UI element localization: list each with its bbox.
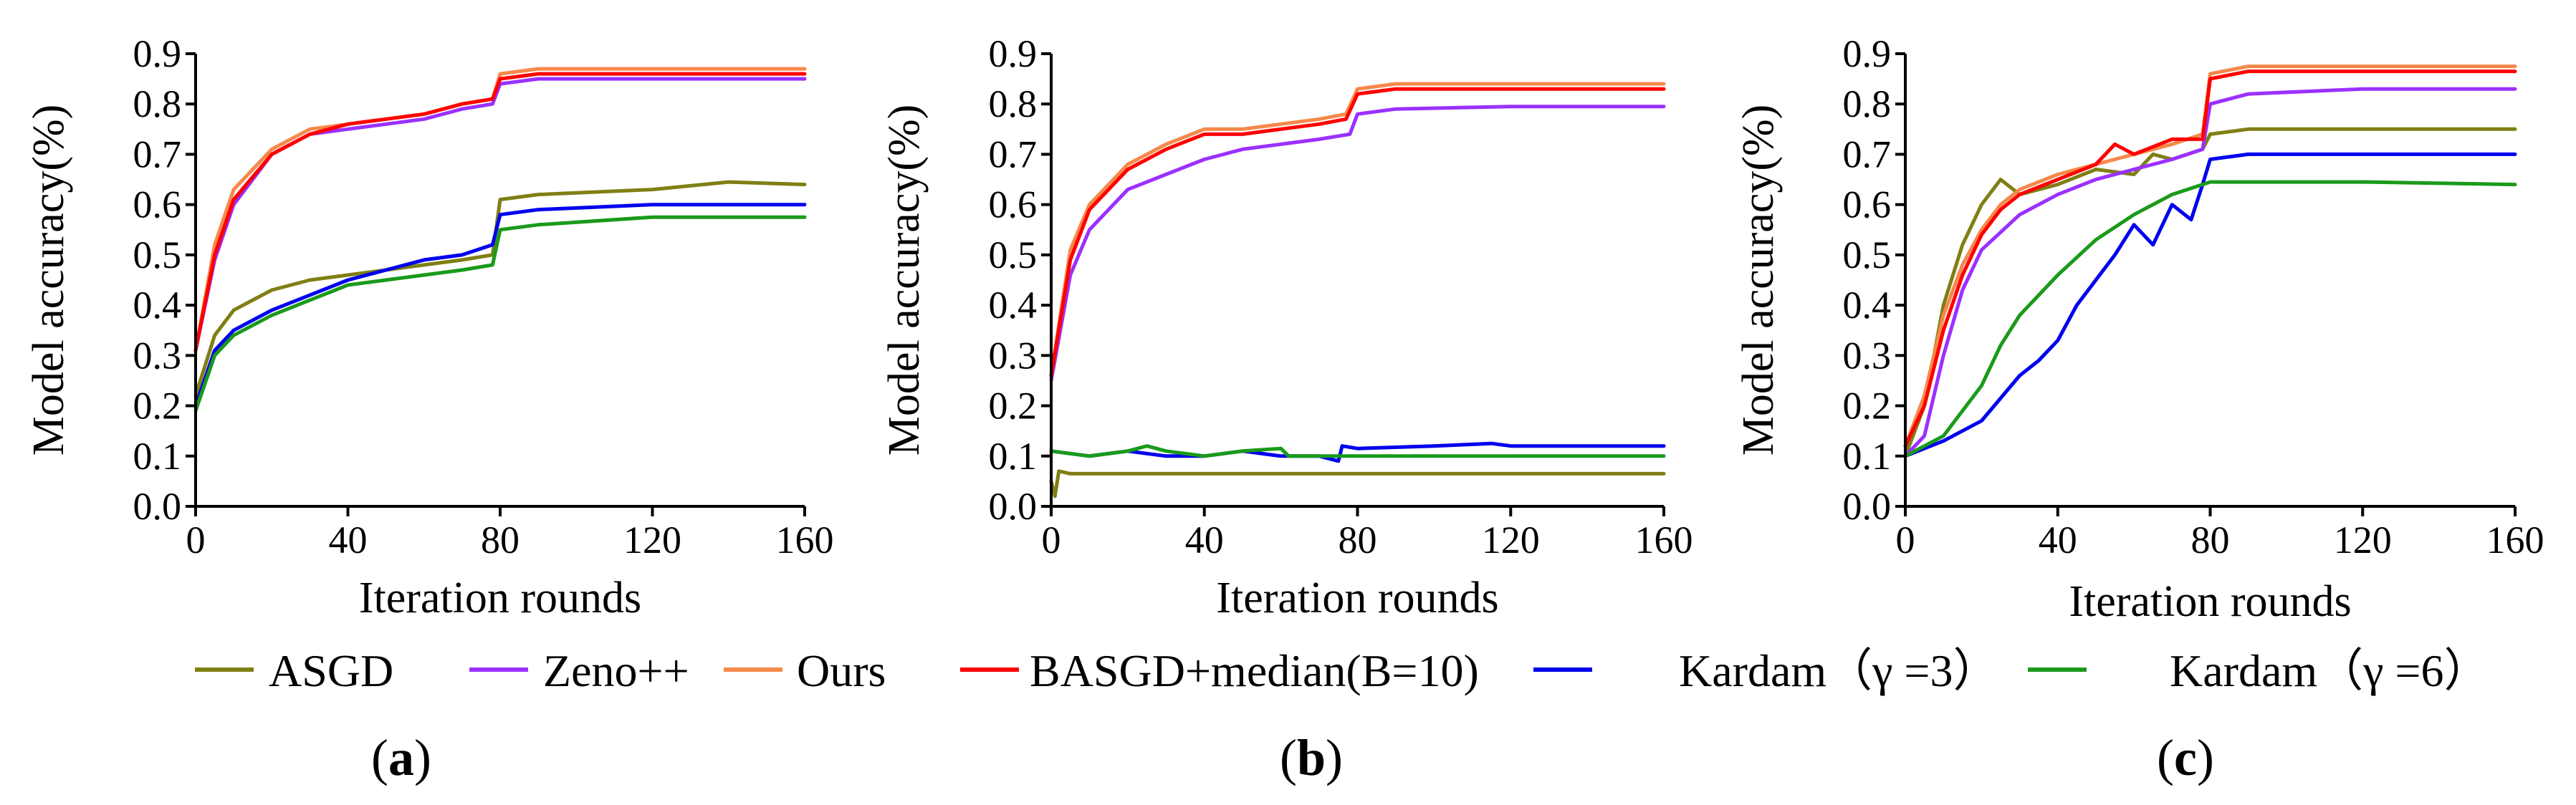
panel-b-ytick-label: 0.8: [989, 82, 1038, 125]
panel-b-ytick-label: 0.1: [989, 435, 1038, 478]
panel-c-series-kardam-3: [1903, 152, 2517, 458]
panel-b-ytick-label: 0.5: [989, 233, 1038, 276]
panel-c-ytick-label: 0.5: [1843, 233, 1892, 276]
panel-a-ytick-label: 0.1: [133, 435, 182, 478]
panel-c-ytick-label: 0.6: [1843, 183, 1892, 226]
panel-b-series-ours: [1049, 82, 1666, 377]
panel-b-xtick-label: 160: [1635, 519, 1693, 561]
panel-c-xtick-label: 80: [2191, 519, 2230, 561]
panel-a-series-basgd-median-b-10: [193, 72, 807, 352]
panel-c-xtick-label: 0: [1896, 519, 1915, 561]
panel-a-series-zeno: [193, 77, 807, 352]
panel-b-ytick-label: 0.6: [989, 183, 1038, 226]
legend-item-asgd: ASGD: [195, 645, 393, 696]
panel-b-series-zeno: [1049, 105, 1666, 382]
panel-c-ytick-label: 0.0: [1843, 485, 1892, 528]
panel-b-ytick-label: 0.9: [989, 32, 1038, 75]
panel-label-b: (b): [1280, 729, 1343, 786]
panel-c-ytick-label: 0.7: [1843, 132, 1892, 175]
panel-a-ytick-label: 0.0: [133, 485, 182, 528]
panel-b-series-asgd: [1049, 469, 1666, 498]
panel-a-xtick-label: 40: [329, 519, 368, 561]
panel-a-series-kardam-6: [193, 215, 807, 413]
legend-item-kardam-6: Kardam（γ =6）: [2028, 645, 2490, 696]
panel-c-series-kardam-6: [1903, 180, 2517, 458]
panel-b-ytick-label: 0.0: [989, 485, 1038, 528]
panel-a-x-axis-label: Iteration rounds: [359, 574, 641, 622]
panel-c-xtick-label: 120: [2334, 519, 2392, 561]
panel-a-y-axis-label: Model accuracy(%): [24, 105, 73, 456]
panel-a-xtick-label: 80: [481, 519, 519, 561]
panel-label-c: (c): [2157, 729, 2214, 786]
panel-c-series-basgd-median-b-10: [1903, 69, 2517, 448]
panel-c-ytick-label: 0.3: [1843, 334, 1892, 377]
panel-a-ytick-label: 0.7: [133, 132, 182, 175]
legend: ASGD Zeno++ Ours BASGD+median(B=10) Kard…: [195, 645, 2490, 696]
panel-b-series-basgd-median-b-10: [1049, 87, 1666, 377]
panel-c-ytick-label: 0.2: [1843, 385, 1892, 428]
panel-a-xtick-label: 160: [776, 519, 834, 561]
legend-item-ours: Ours: [724, 645, 886, 696]
panel-b-ytick-label: 0.4: [989, 284, 1038, 327]
panel-c-ytick-label: 0.4: [1843, 284, 1892, 327]
panel-a-ytick-label: 0.4: [133, 284, 182, 327]
panel-c-y-axis-label: Model accuracy(%): [1734, 105, 1783, 456]
panel-b-xtick-label: 40: [1185, 519, 1224, 561]
panel-b-series-kardam-6: [1049, 444, 1666, 458]
panel-b-series-kardam-3: [1049, 441, 1666, 463]
panels: 0.0 0.1 0.2 0.3 0.4 0.5 0.6 0.7 0.8 0.9 0 40 80 120 16…: [24, 32, 2544, 626]
panel-c: 0.0 0.1 0.2 0.3 0.4 0.5 0.6 0.7 0.8 0.9 0 40 80 120 16…: [1734, 32, 2544, 626]
legend-label-basgd: BASGD+median(B=10): [1030, 645, 1479, 696]
panel-a-ytick-label: 0.2: [133, 385, 182, 428]
panel-a-xtick-label: 120: [623, 519, 681, 561]
panel-b-xtick-label: 120: [1482, 519, 1540, 561]
panel-c-series-asgd: [1903, 127, 2517, 458]
panel-c-xtick-label: 160: [2486, 519, 2544, 561]
legend-label-ours: Ours: [797, 645, 886, 696]
legend-label-zeno: Zeno++: [543, 645, 689, 696]
panel-c-x-axis-label: Iteration rounds: [2069, 577, 2351, 626]
panel-b-ytick-label: 0.3: [989, 334, 1038, 377]
panel-c-series-ours: [1903, 64, 2517, 448]
panel-b-ytick-label: 0.7: [989, 132, 1038, 175]
legend-item-zeno: Zeno++: [469, 645, 689, 696]
legend-label-asgd: ASGD: [269, 645, 393, 696]
panel-a-ytick-label: 0.8: [133, 82, 182, 125]
panel-labels: (a) (b) (c): [371, 729, 2214, 786]
panel-b-xtick-label: 0: [1042, 519, 1061, 561]
legend-label-kardam-3: Kardam（γ =3）: [1679, 645, 1999, 696]
panel-a-ytick-label: 0.6: [133, 183, 182, 226]
legend-item-basgd: BASGD+median(B=10): [960, 645, 1479, 696]
panel-a-series-asgd: [193, 180, 807, 397]
panel-b-y-axis-label: Model accuracy(%): [880, 105, 929, 456]
panel-a-xtick-label: 0: [186, 519, 206, 561]
panel-b-x-axis-label: Iteration rounds: [1216, 574, 1498, 622]
panel-c-series-zeno: [1903, 87, 2517, 458]
panel-b: 0.0 0.1 0.2 0.3 0.4 0.5 0.6 0.7 0.8 0.9 0 40 80 120 16…: [880, 32, 1693, 622]
panel-b-xtick-label: 80: [1339, 519, 1377, 561]
panel-a-ytick-label: 0.3: [133, 334, 182, 377]
panel-a-ytick-label: 0.5: [133, 233, 182, 276]
legend-label-kardam-6: Kardam（γ =6）: [2170, 645, 2490, 696]
panel-c-ytick-label: 0.1: [1843, 435, 1892, 478]
panel-c-ytick-label: 0.8: [1843, 82, 1892, 125]
panel-c-ytick-label: 0.9: [1843, 32, 1892, 75]
panel-label-a: (a): [371, 729, 431, 786]
panel-a: 0.0 0.1 0.2 0.3 0.4 0.5 0.6 0.7 0.8 0.9 0 40 80 120 16…: [24, 32, 834, 622]
panel-a-ytick-label: 0.9: [133, 32, 182, 75]
legend-item-kardam-3: Kardam（γ =3）: [1533, 645, 1999, 696]
panel-c-xtick-label: 40: [2039, 519, 2077, 561]
panel-a-series-kardam-3: [193, 203, 807, 408]
panel-b-ytick-label: 0.2: [989, 385, 1038, 428]
